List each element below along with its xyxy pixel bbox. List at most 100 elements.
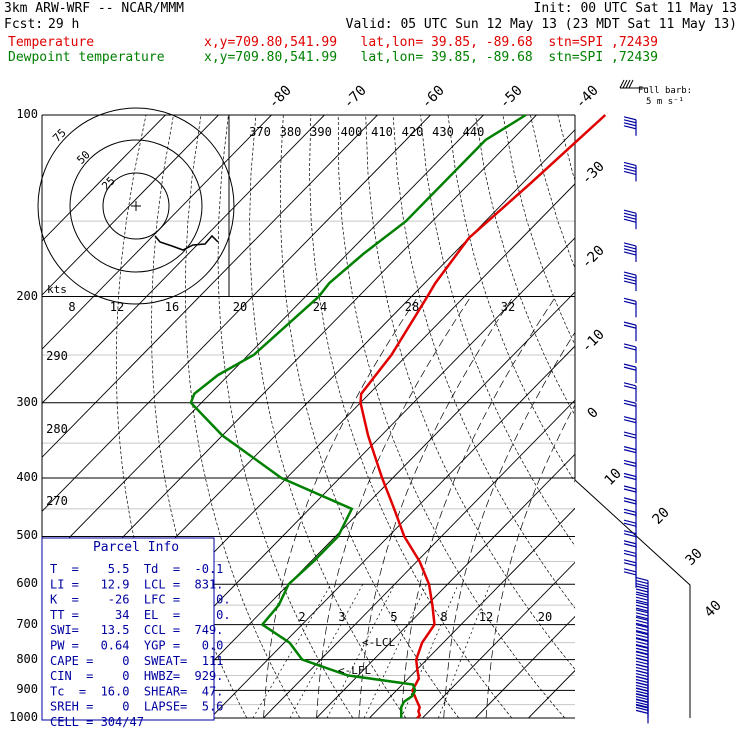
isotherm-label: -70 <box>341 83 370 112</box>
hodograph-ring <box>102 172 170 240</box>
wind-barb-flag <box>623 382 637 387</box>
wind-barb-flag <box>635 687 649 692</box>
wind-barb-flag <box>623 568 637 573</box>
mixing-ratio-line <box>438 584 491 718</box>
wind-barb-flag <box>623 167 637 173</box>
wind-barb-flag <box>623 431 637 436</box>
wind-barb-flag <box>635 698 649 703</box>
wind-barb-flag <box>635 643 649 649</box>
wind-barb-flag <box>623 116 637 121</box>
isotherm-label: 30 <box>683 546 706 569</box>
isotherm-label: 20 <box>650 505 673 528</box>
dry-adiabat <box>585 115 740 718</box>
profiles: <-LCL <-LFL <box>189 113 607 719</box>
barb-legend-units: 5 m s⁻¹ <box>646 97 684 107</box>
hodograph-axis-label: 12 <box>110 300 124 314</box>
hodograph-axis-label: 16 <box>165 300 179 314</box>
dry-adiabat <box>475 115 575 416</box>
theta-label: 380 <box>280 125 302 139</box>
wind-barb-flag <box>635 675 649 681</box>
parcel-info-box: Parcel Info T = 5.5 Td = -0.1LI = 12.9 LC… <box>41 537 231 729</box>
theta-lower-label: 280 <box>46 422 68 436</box>
wind-barb-flag <box>635 615 649 620</box>
wind-barb-flag <box>623 125 637 130</box>
isotherm-label: -80 <box>266 83 295 112</box>
barb-legend-tick <box>622 79 628 89</box>
dewpoint-profile <box>189 113 527 719</box>
dry-adiabat <box>365 115 575 670</box>
wind-barb-flag <box>623 242 637 247</box>
hodograph-ring-label: 75 <box>50 126 69 145</box>
isotherm <box>369 507 575 718</box>
forecast-label: Fcst: <box>4 17 44 32</box>
wind-barb-flag <box>635 647 649 652</box>
wind-barb-flag <box>635 616 649 621</box>
wind-barb-flag <box>635 669 649 675</box>
mixing-ratio-label: 12 <box>479 610 493 624</box>
mixing-ratio-label: 20 <box>538 610 552 624</box>
wind-barb-flag <box>623 274 637 279</box>
dry-adiabat <box>723 115 740 718</box>
wind-barb-flag <box>623 549 637 555</box>
isotherm <box>42 115 272 350</box>
isotherm <box>263 399 575 718</box>
valid-time: Valid: 05 UTC Sun 12 May 13 (23 MDT Sat … <box>345 17 737 32</box>
pressure-label-800: 800 <box>16 651 38 666</box>
moist-adiabat <box>485 404 575 718</box>
wind-barb-flag <box>635 619 649 624</box>
isotherm-label: -40 <box>573 83 602 112</box>
wind-barb-flag <box>635 640 649 646</box>
wind-barb-flag <box>623 475 637 481</box>
temperature-profile <box>359 114 607 719</box>
wind-barb-flag <box>623 209 637 214</box>
wind-barb-flag <box>623 245 637 250</box>
hodograph-trace <box>154 234 219 251</box>
theta-label: 410 <box>371 125 393 139</box>
mixing-ratio-line <box>289 584 364 718</box>
wind-barb-flag <box>623 434 637 439</box>
dry-adiabat <box>151 115 248 718</box>
wind-barb-flag <box>623 280 637 285</box>
parcel-info-row: TT = 34 EL = 0. <box>50 608 231 622</box>
isotherm <box>475 615 575 718</box>
dewpoint-legend: Dewpoint temperature <box>8 50 165 65</box>
lfl-label: <-LFL <box>338 664 371 677</box>
wind-barb-flag <box>623 321 637 326</box>
isotherm <box>42 115 378 458</box>
wind-barb-flag <box>623 346 637 351</box>
hodograph-axis-label: 8 <box>68 300 75 314</box>
dry-adiabat <box>420 115 575 547</box>
wind-barb-flag <box>623 497 637 502</box>
hodograph-axis-label: 20 <box>233 300 247 314</box>
theta-label: 400 <box>341 125 363 139</box>
mixing-ratio-label: 5 <box>390 610 397 624</box>
wind-barb-flag <box>623 300 637 305</box>
wind-barb-flag <box>635 612 649 617</box>
wind-barb-flag <box>623 218 637 223</box>
mixing-ratio-line <box>400 584 459 718</box>
wind-barb-flag <box>623 363 637 368</box>
wind-barb-flag <box>623 559 637 564</box>
wind-barb-flag <box>623 419 637 424</box>
lcl-label: <-LCL <box>362 636 395 649</box>
wind-barb-flag <box>635 582 649 588</box>
wind-barb-flag <box>623 277 637 282</box>
hodograph-ring <box>37 107 235 305</box>
parcel-info-row: SWI= 13.5 CCL = 749. <box>50 623 223 637</box>
hodograph-ring-label: 50 <box>74 148 93 167</box>
isotherm-label: -50 <box>497 83 526 112</box>
isotherm <box>528 669 575 718</box>
mixing-ratio-label: 3 <box>338 610 345 624</box>
theta-lower-label: 290 <box>46 349 68 363</box>
wind-barb-flag <box>635 663 649 669</box>
wind-barb-flag <box>635 690 649 695</box>
wind-barb-flag <box>623 297 637 302</box>
wind-barb-flag <box>623 385 637 390</box>
isotherm <box>157 291 575 718</box>
isotherm <box>42 115 219 296</box>
isotherm-label: -60 <box>419 83 448 112</box>
wind-barb-flag <box>635 622 649 627</box>
wind-barb-flag <box>623 271 637 276</box>
wind-barb-flag <box>635 657 649 662</box>
